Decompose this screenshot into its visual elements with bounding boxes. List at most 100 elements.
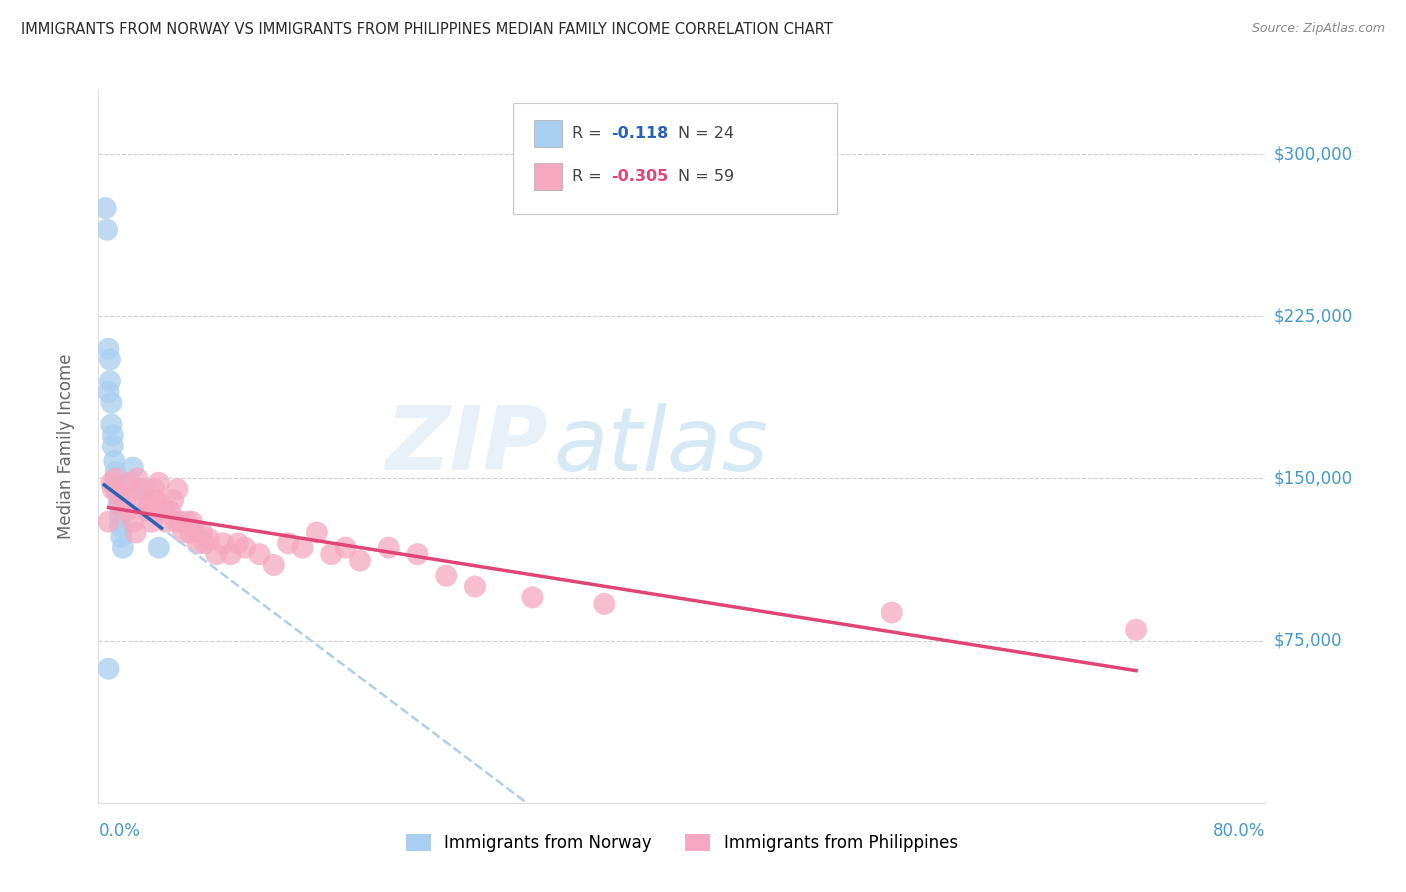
Point <box>141 515 163 529</box>
Text: atlas: atlas <box>554 403 769 489</box>
Text: Source: ZipAtlas.com: Source: ZipAtlas.com <box>1251 22 1385 36</box>
Point <box>97 662 120 676</box>
Point <box>212 536 235 550</box>
Point <box>152 504 174 518</box>
Point <box>101 439 124 453</box>
Point <box>104 471 127 485</box>
Point <box>247 547 270 561</box>
Text: $300,000: $300,000 <box>1274 145 1353 163</box>
Point <box>97 515 120 529</box>
Point <box>101 428 124 442</box>
Point <box>107 486 129 500</box>
Point <box>118 475 141 490</box>
Point <box>148 541 170 555</box>
Point <box>134 493 156 508</box>
Point <box>159 504 181 518</box>
Text: IMMIGRANTS FROM NORWAY VS IMMIGRANTS FROM PHILIPPINES MEDIAN FAMILY INCOME CORRE: IMMIGRANTS FROM NORWAY VS IMMIGRANTS FRO… <box>21 22 832 37</box>
Point <box>198 532 221 546</box>
Point <box>321 547 343 561</box>
Point <box>108 519 131 533</box>
Text: R =: R = <box>572 169 607 184</box>
Point <box>114 493 136 508</box>
Point <box>172 525 194 540</box>
Point <box>226 536 249 550</box>
Point <box>145 493 167 508</box>
Point <box>194 536 217 550</box>
Point <box>335 541 357 555</box>
Y-axis label: Median Family Income: Median Family Income <box>56 353 75 539</box>
Point <box>183 525 205 540</box>
Point <box>205 547 228 561</box>
Point <box>122 460 145 475</box>
Point <box>349 553 371 567</box>
Point <box>180 515 202 529</box>
Point <box>98 374 121 388</box>
Point <box>110 530 132 544</box>
Point <box>148 475 170 490</box>
Legend: Immigrants from Norway, Immigrants from Philippines: Immigrants from Norway, Immigrants from … <box>399 827 965 859</box>
Point <box>115 504 138 518</box>
Point <box>96 223 118 237</box>
Text: ZIP: ZIP <box>385 402 548 490</box>
Point <box>291 541 314 555</box>
Point <box>104 465 127 479</box>
Point <box>434 568 457 582</box>
Point <box>100 396 122 410</box>
Point <box>107 497 129 511</box>
Point <box>122 515 145 529</box>
Point <box>105 486 128 500</box>
Point <box>277 536 299 550</box>
Point <box>464 580 486 594</box>
Text: N = 24: N = 24 <box>678 127 734 141</box>
Point <box>522 591 544 605</box>
Point <box>150 497 173 511</box>
Point <box>111 489 134 503</box>
Point <box>134 482 156 496</box>
Point <box>108 497 131 511</box>
Point <box>118 475 141 490</box>
Point <box>305 525 328 540</box>
Point <box>111 541 134 555</box>
Text: -0.118: -0.118 <box>612 127 669 141</box>
Point <box>125 525 148 540</box>
Point <box>406 547 429 561</box>
Point <box>98 352 121 367</box>
Point <box>162 493 184 508</box>
Point <box>187 536 209 550</box>
Point <box>176 515 198 529</box>
Point <box>100 475 122 490</box>
Point <box>136 504 159 518</box>
Text: 80.0%: 80.0% <box>1213 822 1265 840</box>
Text: R =: R = <box>572 127 607 141</box>
Text: $225,000: $225,000 <box>1274 307 1353 326</box>
Point <box>104 475 127 490</box>
Point <box>165 515 187 529</box>
Point <box>191 525 214 540</box>
Point <box>103 454 125 468</box>
Text: -0.305: -0.305 <box>612 169 669 184</box>
Point <box>97 342 120 356</box>
Point <box>100 417 122 432</box>
Point <box>179 525 201 540</box>
Point <box>138 497 160 511</box>
Point <box>155 515 177 529</box>
Point <box>101 482 124 496</box>
Point <box>127 471 149 485</box>
Text: 0.0%: 0.0% <box>98 822 141 840</box>
Point <box>263 558 285 572</box>
Point <box>593 597 616 611</box>
Point <box>233 541 256 555</box>
Point <box>880 606 903 620</box>
Point <box>94 201 117 215</box>
Point <box>219 547 242 561</box>
Point <box>108 508 131 523</box>
Text: $150,000: $150,000 <box>1274 469 1353 487</box>
Point <box>129 482 152 496</box>
Point <box>97 384 120 399</box>
Point <box>143 482 166 496</box>
Point <box>169 515 191 529</box>
Point <box>377 541 399 555</box>
Text: $75,000: $75,000 <box>1274 632 1343 649</box>
Point <box>1125 623 1147 637</box>
Point <box>166 482 188 496</box>
